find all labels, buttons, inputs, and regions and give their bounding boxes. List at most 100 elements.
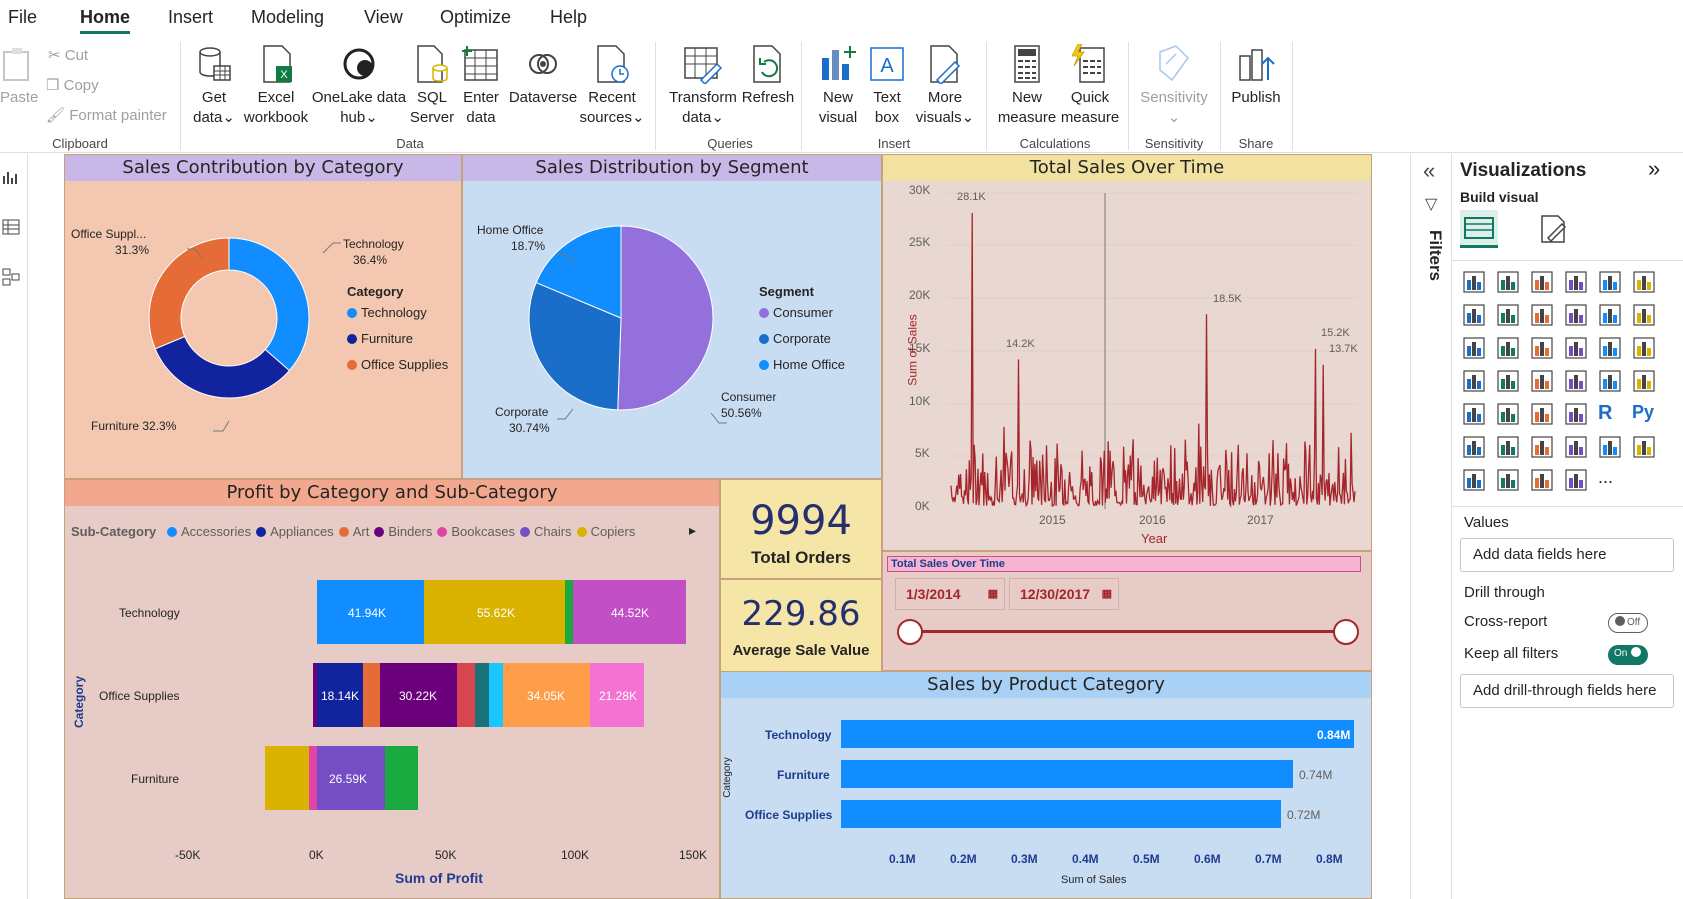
menu-insert[interactable]: Insert [168, 7, 214, 27]
line-column-chart-icon[interactable] [1564, 303, 1590, 329]
filters-pane[interactable]: « ▽ Filters [1410, 154, 1452, 899]
legend-item-appliances[interactable]: Appliances [256, 524, 334, 539]
matrix-icon[interactable] [1564, 402, 1590, 428]
gauge-icon[interactable] [1564, 369, 1590, 395]
table-view-icon[interactable] [2, 218, 20, 236]
map-icon[interactable] [1462, 369, 1488, 395]
stacked-bar-visual[interactable]: Profit by Category and Sub-Category Sub-… [64, 479, 720, 899]
slice-office-supplies[interactable] [148, 237, 230, 350]
menu-optimize[interactable]: Optimize [440, 7, 512, 27]
slicer-end-handle[interactable] [1333, 619, 1359, 645]
clustered-bar-chart-icon[interactable] [1530, 270, 1556, 296]
r-visual-icon[interactable]: R [1598, 402, 1613, 424]
slice-technology[interactable] [228, 237, 310, 372]
sql-server-button[interactable]: SQL Server [407, 44, 457, 128]
clustered-column-chart-icon[interactable] [1564, 270, 1590, 296]
slicer-start-date-input[interactable]: 1/3/2014 ▦ [895, 578, 1005, 610]
funnel-chart-icon[interactable] [1496, 336, 1522, 362]
keep-filters-toggle[interactable]: On [1608, 645, 1648, 665]
legend-item-binders[interactable]: Binders [374, 524, 432, 539]
more-visuals-icon[interactable]: ... [1598, 467, 1614, 487]
pie-chart-icon[interactable] [1564, 336, 1590, 362]
stacked-column-chart-icon[interactable] [1496, 270, 1522, 296]
donut-chart-icon[interactable] [1598, 336, 1624, 362]
legend-item-chairs[interactable]: Chairs [519, 524, 572, 539]
scatter-chart-icon[interactable] [1530, 336, 1556, 362]
key-influencers-icon[interactable] [1462, 435, 1488, 461]
calendar-icon[interactable]: ▦ [987, 588, 998, 600]
excel-workbook-button[interactable]: X Excel workbook [240, 44, 312, 128]
quick-measure-button[interactable]: Quick measure [1058, 44, 1122, 128]
slicer-track[interactable] [909, 630, 1345, 633]
metrics-icon[interactable] [1598, 435, 1624, 461]
chevron-left-icon[interactable]: « [1423, 158, 1436, 183]
legend-item-bookcases[interactable]: Bookcases [437, 524, 515, 539]
line-chart-visual[interactable]: Total Sales Over Time 30K 25K 20K 15K 10… [882, 154, 1372, 551]
legend-item-accessories[interactable]: Accessories [167, 524, 251, 539]
menu-file[interactable]: File [8, 7, 38, 27]
drill-through-drop-zone[interactable]: Add drill-through fields here [1460, 674, 1674, 708]
cut-button[interactable]: ✂ Cut [48, 46, 88, 64]
donut-legend-office-supplies[interactable]: Office Supplies [347, 357, 448, 372]
100-column-chart-icon[interactable] [1632, 270, 1658, 296]
100-bar-chart-icon[interactable] [1598, 270, 1624, 296]
slice-home-office[interactable] [535, 225, 622, 319]
donut-legend-furniture[interactable]: Furniture [347, 331, 413, 346]
ribbon-chart-icon[interactable] [1632, 303, 1658, 329]
slicer-icon[interactable] [1496, 402, 1522, 428]
power-apps-icon[interactable] [1462, 468, 1488, 494]
cross-report-toggle[interactable]: Off [1608, 613, 1648, 633]
card-icon[interactable] [1598, 369, 1624, 395]
model-view-icon[interactable] [2, 268, 20, 286]
slice-furniture[interactable] [154, 335, 291, 399]
values-drop-zone[interactable]: Add data fields here [1460, 538, 1674, 572]
decomposition-tree-icon[interactable] [1496, 435, 1522, 461]
narrative-icon[interactable] [1564, 435, 1590, 461]
qa-icon[interactable] [1530, 435, 1556, 461]
recent-sources-button[interactable]: Recent sources⌄ [579, 44, 645, 128]
new-measure-button[interactable]: New measure [996, 44, 1058, 128]
donut-chart-visual[interactable]: Sales Contribution by Category Technolog… [64, 154, 462, 479]
smart-narrative-icon[interactable] [1564, 468, 1590, 494]
pie-legend-consumer[interactable]: Consumer [759, 305, 833, 320]
more-visuals-button[interactable]: More visuals⌄ [910, 44, 980, 128]
pie-chart-visual[interactable]: Sales Distribution by Segment Consumer 5… [462, 154, 882, 479]
format-visual-tab[interactable] [1536, 212, 1570, 251]
kpi-icon[interactable] [1462, 402, 1488, 428]
report-view-icon[interactable] [2, 168, 20, 186]
publish-button[interactable]: Publish [1226, 44, 1286, 108]
build-visual-tab[interactable] [1460, 210, 1498, 248]
azure-map-icon[interactable] [1530, 369, 1556, 395]
treemap-icon[interactable] [1632, 336, 1658, 362]
enter-data-button[interactable]: Enter data [458, 44, 504, 128]
line-chart-icon[interactable] [1462, 303, 1488, 329]
area-chart-icon[interactable] [1496, 303, 1522, 329]
slicer-end-date-input[interactable]: 12/30/2017 ▦ [1009, 578, 1119, 610]
kpi-card-avg-sale[interactable]: 229.86 Average Sale Value [720, 579, 882, 679]
kpi-card-total-orders[interactable]: 9994 Total Orders [720, 479, 882, 579]
legend-item-copiers[interactable]: Copiers [576, 524, 635, 539]
onelake-button[interactable]: OneLake data hub⌄ [311, 44, 407, 128]
paste-button[interactable]: Paste [0, 44, 38, 108]
refresh-button[interactable]: Refresh [740, 44, 796, 108]
get-data-button[interactable]: Get data⌄ [188, 44, 240, 128]
shapes-icon[interactable] [1530, 468, 1556, 494]
multi-row-card-icon[interactable] [1632, 369, 1658, 395]
copy-button[interactable]: ❐ Copy [46, 76, 99, 94]
chevron-right-icon[interactable]: » [1648, 156, 1661, 181]
table-visual-icon[interactable] [1530, 402, 1556, 428]
slice-consumer[interactable] [617, 225, 714, 411]
date-range-slicer[interactable]: Total Sales Over Time 1/3/2014 ▦ 12/30/20… [882, 551, 1372, 671]
slice-corporate[interactable] [528, 281, 622, 411]
calendar-icon[interactable]: ▦ [1101, 588, 1112, 600]
stacked-area-chart-icon[interactable] [1530, 303, 1556, 329]
menu-modeling[interactable]: Modeling [251, 7, 325, 27]
menu-home[interactable]: Home [80, 7, 131, 27]
menu-help[interactable]: Help [550, 7, 588, 27]
hbar-visual[interactable]: Sales by Product Category Technology Fur… [720, 671, 1372, 899]
transform-data-button[interactable]: Transform data⌄ [666, 44, 740, 128]
paginated-report-icon[interactable] [1632, 435, 1658, 461]
line-clustered-column-icon[interactable] [1598, 303, 1624, 329]
python-visual-icon[interactable]: Py [1632, 402, 1655, 422]
menu-view[interactable]: View [364, 7, 403, 27]
